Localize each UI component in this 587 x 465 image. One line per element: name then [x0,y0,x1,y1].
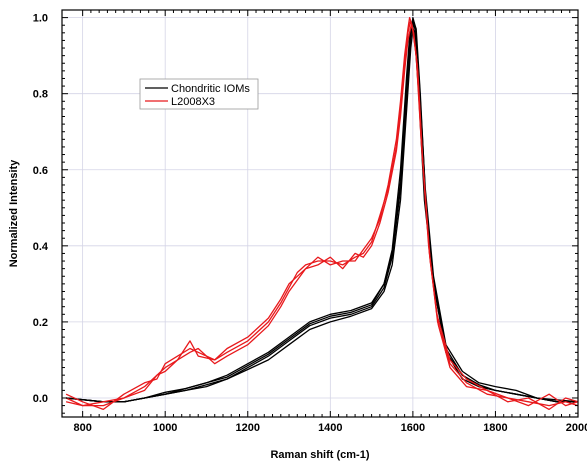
x-axis-title: Raman shift (cm-1) [270,449,369,461]
series-line-chondritic-ioms [66,16,578,403]
y-tick-label: 0.8 [33,89,48,101]
plot-frame [61,9,579,418]
grid [62,10,579,417]
x-tick-label: 800 [73,422,91,434]
series-line-chondritic-ioms [66,20,578,403]
legend-label-l2008x3: L2008X3 [171,96,215,108]
data-lines [65,16,579,411]
y-tick-label: 0.0 [33,393,48,405]
x-tick-label: 1000 [153,422,177,434]
x-tick-label: 1400 [318,422,342,434]
series-line-l2008x3 [65,24,579,411]
legend: Chondritic IOMs L2008X3 [139,78,259,110]
series-line-chondritic-ioms [66,24,579,403]
y-tick-label: 0.6 [33,165,48,177]
y-tick-labels: 0.0 0.2 0.4 0.6 0.8 1.0 [33,13,49,405]
legend-box [139,78,259,110]
x-tick-label: 1800 [483,422,507,434]
y-tick-label: 0.4 [33,241,49,253]
series-line-chondritic-ioms [66,20,578,403]
x-tick-label: 1200 [236,422,260,434]
y-tick-label: 0.2 [33,317,48,329]
series-line-l2008x3 [65,16,579,411]
y-tick-label: 1.0 [33,13,48,25]
legend-label-chondritic-ioms: Chondritic IOMs [171,83,250,95]
ticks [62,10,579,417]
x-tick-label: 1600 [401,422,425,434]
y-axis-title: Normalized Intensity [8,159,20,267]
